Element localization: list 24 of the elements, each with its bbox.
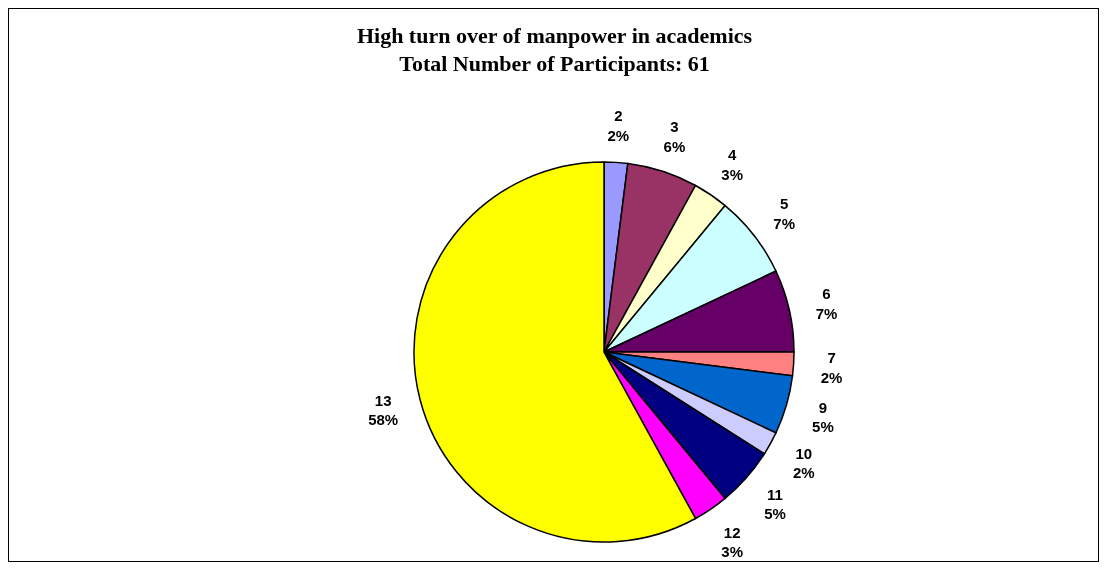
data-label: 3% (721, 543, 743, 561)
data-label: 2% (820, 368, 843, 386)
chart-title: High turn over of manpower in academics (356, 23, 753, 48)
slice-label: 6 (822, 285, 831, 303)
data-label: 3% (721, 165, 743, 183)
slice-label: 5 (779, 195, 789, 213)
slice-label: 9 (818, 398, 828, 416)
slice-label: 2 (614, 107, 623, 125)
data-label: 58% (368, 411, 399, 429)
data-label: 5% (812, 418, 834, 436)
data-label: 6% (663, 137, 686, 155)
slice-label: 7 (827, 349, 836, 367)
chart-subtitle: Total Number of Participants: 61 (399, 51, 710, 76)
slice-label: 13 (374, 391, 392, 409)
data-label: 2% (607, 126, 630, 144)
data-label: 5% (764, 505, 786, 523)
data-label: 7% (773, 214, 795, 232)
slice-label: 11 (767, 485, 783, 503)
slice-label: 4 (727, 146, 737, 164)
data-label: 2% (792, 464, 815, 482)
slice-label: 12 (723, 523, 741, 541)
slice-label: 3 (670, 118, 679, 136)
slice-label: 10 (795, 444, 813, 462)
data-label: 7% (815, 304, 838, 322)
